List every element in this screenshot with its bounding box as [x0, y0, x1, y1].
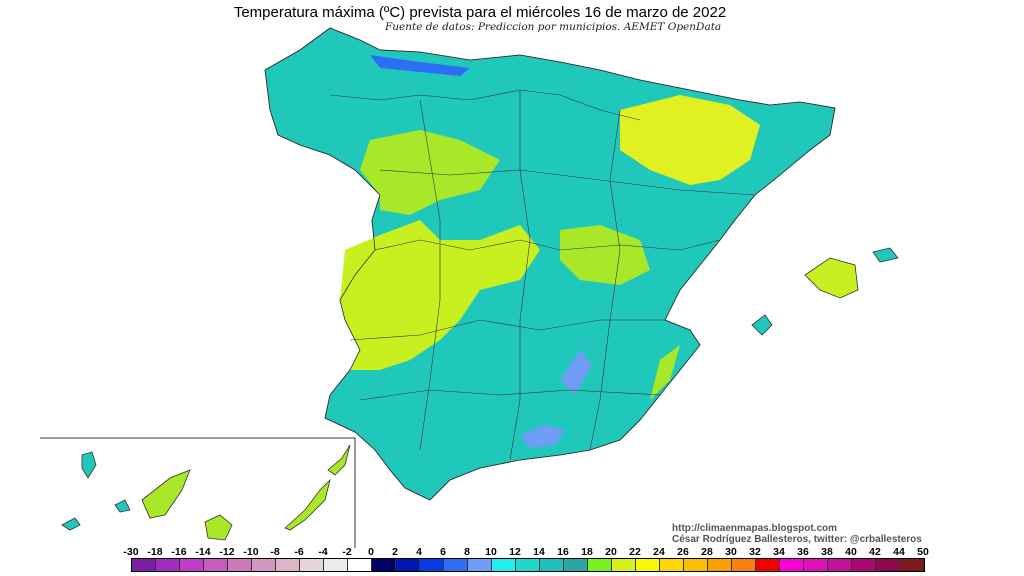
legend-label: 26	[677, 546, 689, 558]
legend-label: -14	[195, 546, 211, 558]
lanzarote	[327, 444, 351, 476]
legend-swatch	[732, 559, 756, 571]
legend-swatch	[564, 559, 588, 571]
credits: http://climaenmapas.blogspot.com César R…	[672, 523, 922, 545]
legend-label: 0	[368, 546, 374, 558]
legend-swatch	[876, 559, 900, 571]
ibiza	[751, 314, 773, 336]
legend-swatch	[156, 559, 180, 571]
legend-label: -16	[171, 546, 187, 558]
legend-swatch	[588, 559, 612, 571]
warm-zone-valencia	[650, 345, 680, 400]
legend-label: -4	[318, 546, 328, 558]
legend-swatch	[348, 559, 372, 571]
mallorca	[804, 257, 859, 299]
legend-label: 50	[917, 546, 929, 558]
legend-label: 42	[869, 546, 881, 558]
legend-swatch	[828, 559, 852, 571]
menorca	[872, 247, 899, 263]
legend-label: -10	[243, 546, 259, 558]
legend-swatch	[708, 559, 732, 571]
cold-zone-cantabrian	[370, 55, 470, 76]
legend-swatch	[540, 559, 564, 571]
legend-labels: -30 -18 -16 -14 -12 -10 -8 -6 -4 -2 0 2 4 6 8 10 12 14 16 1…	[0, 546, 1024, 558]
legend-swatch	[852, 559, 876, 571]
legend-swatch	[636, 559, 660, 571]
legend-label: 14	[533, 546, 545, 558]
tenerife	[141, 469, 191, 519]
legend-swatch	[276, 559, 300, 571]
la-gomera	[114, 499, 131, 513]
legend-label: 18	[581, 546, 593, 558]
map-subtitle: Fuente de datos: Prediccion por municipi…	[385, 21, 722, 33]
legend-swatch	[780, 559, 804, 571]
map-title: Temperatura máxima (ºC) prevista para el…	[233, 4, 727, 21]
legend-label: 22	[629, 546, 641, 558]
spain-mainland	[264, 27, 836, 501]
gran-canaria	[204, 514, 233, 541]
el-hierro	[61, 517, 81, 531]
warm-zone-ebro	[620, 95, 760, 185]
legend-label: 34	[773, 546, 785, 558]
legend-label: 32	[749, 546, 761, 558]
legend-label: 40	[845, 546, 857, 558]
legend-label: 28	[701, 546, 713, 558]
legend-label: 24	[653, 546, 665, 558]
province-borders	[329, 89, 756, 461]
legend-label: -12	[219, 546, 235, 558]
legend-swatch	[324, 559, 348, 571]
balearic-islands	[751, 247, 899, 336]
legend-label: 44	[893, 546, 905, 558]
cold-zone-sierra-nevada	[520, 425, 565, 448]
legend-swatch	[300, 559, 324, 571]
legend-swatch	[684, 559, 708, 571]
legend-swatch	[372, 559, 396, 571]
warm-zone-northwest	[360, 130, 500, 215]
legend-label: 38	[821, 546, 833, 558]
legend-label: 6	[440, 546, 446, 558]
legend-label: 10	[485, 546, 497, 558]
legend-swatch	[180, 559, 204, 571]
legend-swatch	[804, 559, 828, 571]
fuerteventura	[284, 478, 331, 531]
legend-swatch	[420, 559, 444, 571]
credits-author: César Rodríguez Ballesteros, twitter: @c…	[672, 534, 922, 545]
legend-swatch	[492, 559, 516, 571]
legend-swatch	[132, 559, 156, 571]
cold-zone-betic	[560, 350, 592, 395]
legend-label: 4	[416, 546, 422, 558]
legend-label: -30	[123, 546, 139, 558]
legend-swatch	[516, 559, 540, 571]
warm-zone-center	[560, 225, 650, 285]
credits-url: http://climaenmapas.blogspot.com	[672, 523, 838, 534]
legend-swatch	[396, 559, 420, 571]
la-palma	[81, 451, 97, 479]
legend-swatch	[252, 559, 276, 571]
legend-label: 30	[725, 546, 737, 558]
canary-islands-inset	[40, 437, 356, 548]
legend-swatch	[900, 559, 924, 571]
legend-swatch	[204, 559, 228, 571]
legend-label: 16	[557, 546, 569, 558]
legend-label: 8	[464, 546, 470, 558]
legend-label: 2	[392, 546, 398, 558]
legend-label: -6	[294, 546, 304, 558]
legend-swatch	[756, 559, 780, 571]
legend-label: -8	[270, 546, 280, 558]
legend-swatch	[660, 559, 684, 571]
legend-label: -2	[342, 546, 352, 558]
legend-swatch	[444, 559, 468, 571]
legend-swatch	[228, 559, 252, 571]
legend-swatch	[468, 559, 492, 571]
legend-label: 12	[509, 546, 521, 558]
legend-label: -18	[147, 546, 163, 558]
inset-frame	[40, 437, 356, 548]
legend-swatch	[612, 559, 636, 571]
legend-label: 36	[797, 546, 809, 558]
color-legend	[131, 558, 925, 572]
legend-label: 20	[605, 546, 617, 558]
